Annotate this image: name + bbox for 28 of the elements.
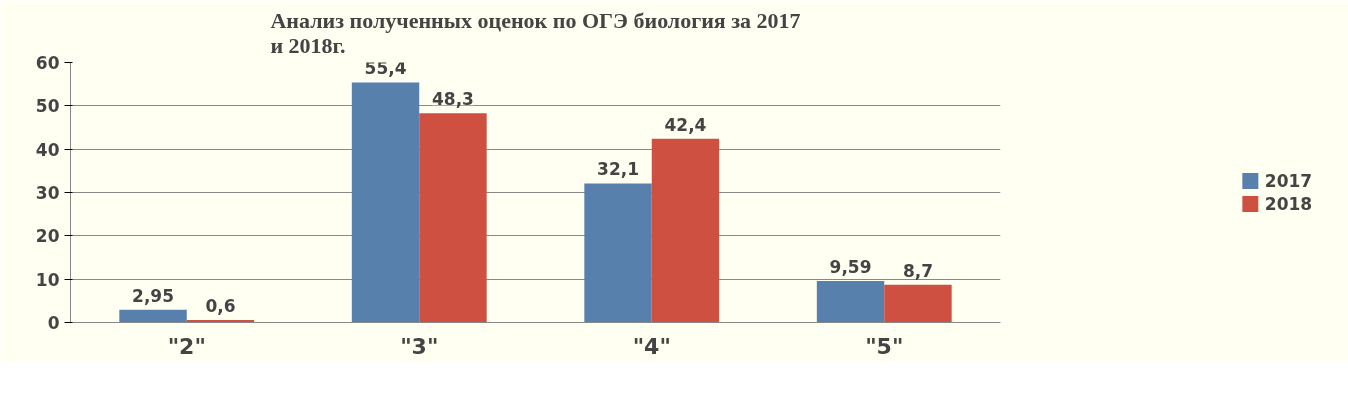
bar	[351, 82, 420, 323]
bar	[884, 284, 952, 323]
chart-title: Анализ полученных оценок по ОГЭ биология за 2017 и 2018г.	[270, 7, 801, 58]
bar	[584, 183, 652, 323]
y-tick-label: 60	[35, 53, 60, 73]
y-tick-label: 10	[35, 269, 60, 290]
bar	[651, 138, 720, 323]
data-label: 2,95	[132, 285, 175, 306]
y-tick-label: 30	[35, 183, 60, 203]
data-label: 8,7	[902, 260, 934, 281]
bar	[419, 113, 487, 323]
bar	[119, 309, 187, 323]
y-tick-label: 50	[35, 96, 60, 117]
y-tick-label: 20	[35, 226, 60, 247]
data-label: 32,1	[597, 159, 640, 180]
y-tick-label: 40	[35, 139, 60, 160]
x-tick-label: "5"	[865, 333, 904, 359]
y-tick-label: 0	[47, 313, 60, 333]
bar	[816, 280, 885, 323]
x-tick-label: "4"	[632, 333, 671, 359]
x-tick-label: "3"	[400, 333, 439, 359]
data-label: 42,4	[664, 114, 707, 135]
legend-label: 2018	[1264, 193, 1313, 214]
data-label: 48,3	[431, 89, 474, 110]
data-label: 9,59	[829, 256, 872, 277]
legend-label: 2017	[1264, 170, 1313, 191]
x-tick-label: "2"	[167, 333, 206, 359]
data-label: 0,6	[205, 295, 236, 316]
